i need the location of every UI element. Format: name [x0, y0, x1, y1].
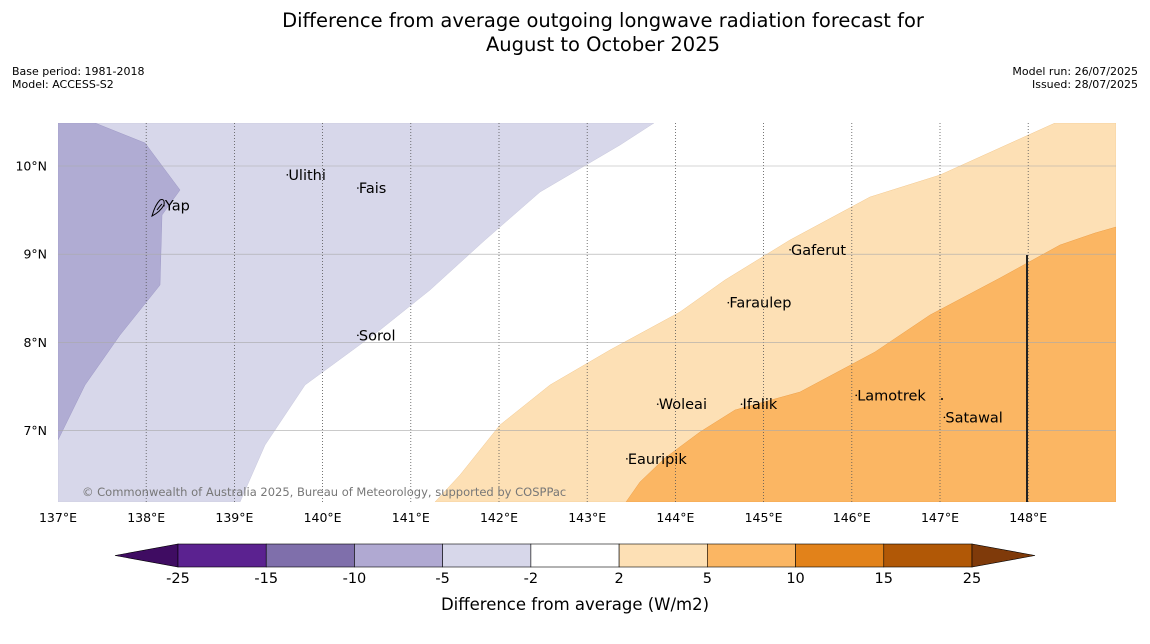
- place-labels: Yap Ulithi Fais Gaferut Faraulep Sorol Woleai I…: [163, 168, 1003, 468]
- map-title: Difference from average outgoing longwav…: [0, 9, 1150, 57]
- base-period-text: Base period: 1981-2018: [12, 65, 145, 78]
- colorbar-tick-label: 25: [963, 571, 981, 587]
- latitude-tick-label: 10°N: [15, 159, 47, 174]
- place-label: Ulithi: [288, 168, 326, 184]
- place-label: Fais: [359, 181, 386, 197]
- place-marker: [727, 301, 730, 304]
- model-text: Model: ACCESS-S2: [12, 78, 114, 91]
- negative-anomaly-medium-region: [58, 123, 181, 441]
- map-plot-area: Yap Ulithi Fais Gaferut Faraulep Sorol Woleai I…: [58, 123, 1116, 502]
- longitude-tick-label: 144°E: [656, 510, 694, 525]
- latitude-tick-label: 9°N: [23, 247, 47, 262]
- longitude-tick-label: 141°E: [392, 510, 430, 525]
- colorbar-tick-label: -5: [435, 571, 449, 587]
- place-marker: [626, 458, 628, 460]
- colorbar-tick-label: 15: [875, 571, 893, 587]
- place-marker: [357, 187, 359, 189]
- colorbar-swatch: [442, 543, 532, 568]
- positive-anomaly-medium-region: [625, 226, 1116, 502]
- issued-text: Issued: 28/07/2025: [1031, 78, 1138, 91]
- place-marker: [656, 403, 659, 405]
- colorbar-tick-label: 10: [786, 571, 804, 587]
- longitude-tick-label: 140°E: [304, 510, 342, 525]
- longitude-tick-label: 143°E: [568, 510, 606, 525]
- colorbar-swatch: [177, 543, 267, 568]
- meta-info-right: Model run: 26/07/2025 Issued: 28/07/2025: [1012, 65, 1138, 91]
- colorbar-swatch: [530, 543, 620, 568]
- colorbar-min-extension: [114, 543, 179, 568]
- place-marker: [943, 416, 946, 419]
- latitude-tick-label: 8°N: [23, 335, 47, 350]
- latitude-tick-labels: 10°N 9°N 8°N 7°N: [15, 159, 47, 439]
- place-marker: [789, 248, 791, 251]
- place-label: Lamotrek: [857, 388, 926, 404]
- longitude-tick-label: 148°E: [1009, 510, 1047, 525]
- colorbar-swatch: [883, 543, 973, 568]
- longitude-tick-label: 147°E: [921, 510, 959, 525]
- longitude-tick-label: 146°E: [833, 510, 871, 525]
- longitude-tick-label: 145°E: [745, 510, 783, 525]
- graticule: [58, 123, 1116, 502]
- place-label: Satawal: [945, 410, 1002, 426]
- place-label: Gaferut: [791, 243, 846, 259]
- colorbar-max-extension: [971, 543, 1036, 568]
- longitude-tick-label: 137°E: [39, 510, 77, 525]
- colorbar-swatch: [707, 543, 796, 568]
- colorbar-swatch: [354, 543, 443, 568]
- colorbar-swatch: [265, 543, 355, 568]
- colorbar-swatch: [618, 543, 708, 568]
- title-line-2: August to October 2025: [485, 33, 721, 56]
- colorbar-tick-label: -2: [524, 571, 538, 587]
- colorbar-tick-label: 2: [614, 571, 623, 587]
- place-label: Faraulep: [729, 296, 791, 312]
- latitude-tick-label: 7°N: [23, 423, 47, 438]
- meta-info-left: Base period: 1981-2018 Model: ACCESS-S2: [12, 65, 144, 91]
- model-run-text: Model run: 26/07/2025: [1012, 65, 1138, 78]
- yap-island-outline: [151, 199, 165, 217]
- colorbar-swatches: [114, 543, 1036, 568]
- place-marker: [357, 334, 359, 337]
- small-island-marker: [941, 398, 943, 400]
- place-marker: [286, 174, 289, 176]
- place-label: Ifalik: [743, 397, 778, 413]
- longitude-tick-labels: 137°E 138°E 139°E 140°E 141°E 142°E 143°E 144°E…: [39, 510, 1047, 525]
- colorbar-tick-label: 5: [703, 571, 712, 587]
- longitude-tick-label: 142°E: [480, 510, 518, 525]
- colorbar-tick-label: -25: [166, 571, 190, 587]
- colorbar-tick-label: -15: [254, 571, 278, 587]
- place-marker: [163, 204, 165, 207]
- longitude-tick-label: 139°E: [215, 510, 253, 525]
- colorbar-tick-label: -10: [343, 571, 367, 587]
- negative-anomaly-light-region: [58, 123, 655, 502]
- longitude-tick-label: 138°E: [127, 510, 165, 525]
- place-marker: [855, 394, 858, 397]
- colorbar-swatch: [795, 543, 885, 568]
- title-line-1: Difference from average outgoing longwav…: [282, 9, 924, 32]
- colorbar: -25 -15 -10 -5 -2 2 5 10 15 25 Difference from av…: [114, 543, 1036, 614]
- colorbar-tick-labels: -25 -15 -10 -5 -2 2 5 10 15 25: [166, 571, 981, 587]
- copyright-text: © Commonwealth of Australia 2025, Bureau…: [82, 485, 566, 499]
- place-label: Eauripik: [628, 452, 687, 468]
- place-marker: [740, 403, 743, 405]
- place-label: Sorol: [359, 328, 396, 344]
- place-label: Woleai: [659, 397, 707, 413]
- colorbar-title: Difference from average (W/m2): [441, 595, 709, 614]
- place-label: Yap: [164, 199, 190, 215]
